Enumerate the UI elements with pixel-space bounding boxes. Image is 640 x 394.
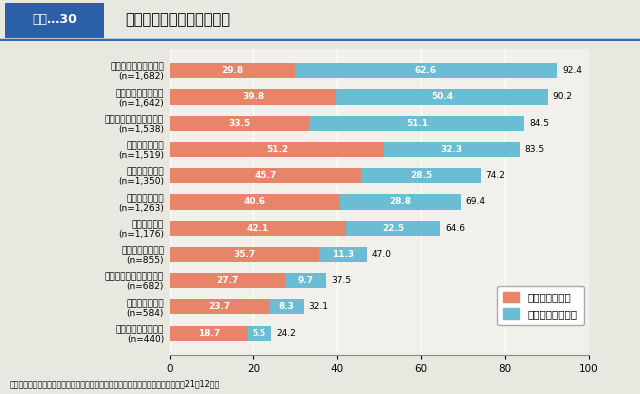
Bar: [340, 194, 461, 210]
Bar: [5, 3, 104, 38]
Bar: [361, 168, 481, 183]
Text: 37.5: 37.5: [332, 276, 351, 285]
Bar: [294, 63, 557, 78]
Bar: [285, 273, 326, 288]
Text: 90.2: 90.2: [553, 93, 573, 102]
Text: 51.2: 51.2: [266, 145, 288, 154]
Bar: [170, 221, 346, 236]
Text: 18.7: 18.7: [198, 329, 220, 338]
Bar: [346, 221, 440, 236]
Bar: [170, 115, 310, 131]
Text: 69.4: 69.4: [465, 197, 486, 206]
Text: 27.7: 27.7: [216, 276, 239, 285]
Text: 9.7: 9.7: [298, 276, 314, 285]
Bar: [170, 194, 340, 210]
Bar: [170, 325, 248, 341]
Text: 22.5: 22.5: [382, 224, 404, 233]
Bar: [170, 273, 285, 288]
Text: 23.7: 23.7: [208, 302, 230, 311]
Text: 51.1: 51.1: [406, 119, 428, 128]
Text: 32.1: 32.1: [308, 302, 329, 311]
Bar: [170, 63, 294, 78]
Text: 42.1: 42.1: [246, 224, 269, 233]
Text: 45.7: 45.7: [254, 171, 276, 180]
Bar: [170, 168, 361, 183]
Bar: [269, 299, 304, 314]
Text: 11.3: 11.3: [332, 250, 354, 259]
Text: 50.4: 50.4: [431, 93, 453, 102]
Text: 8.3: 8.3: [278, 302, 294, 311]
Text: 35.7: 35.7: [234, 250, 255, 259]
Bar: [337, 89, 548, 104]
Text: 5.5: 5.5: [253, 329, 266, 338]
Text: 74.2: 74.2: [486, 171, 506, 180]
Text: 食事のマナーに対する意識: 食事のマナーに対する意識: [125, 12, 230, 27]
Bar: [170, 247, 319, 262]
Text: 資料：内閣府「食事に関する習慣と規範意識に関するインターネット調査」（平成21年12月）: 資料：内閣府「食事に関する習慣と規範意識に関するインターネット調査」（平成21年…: [10, 379, 220, 388]
Legend: 少し不快である, とても不快である: 少し不快である, とても不快である: [497, 286, 584, 325]
Text: 28.5: 28.5: [410, 171, 432, 180]
Bar: [170, 142, 384, 157]
Bar: [170, 89, 337, 104]
Text: 64.6: 64.6: [445, 224, 465, 233]
Text: 47.0: 47.0: [372, 250, 392, 259]
Bar: [319, 247, 367, 262]
Text: 84.5: 84.5: [529, 119, 549, 128]
Text: 29.8: 29.8: [221, 66, 243, 75]
Text: 62.6: 62.6: [415, 66, 436, 75]
Text: 92.4: 92.4: [562, 66, 582, 75]
Text: 32.3: 32.3: [441, 145, 463, 154]
Bar: [384, 142, 520, 157]
Bar: [248, 325, 271, 341]
Text: 図表…30: 図表…30: [33, 13, 77, 26]
Text: 83.5: 83.5: [525, 145, 545, 154]
Text: 24.2: 24.2: [276, 329, 296, 338]
Bar: [170, 299, 269, 314]
Bar: [310, 115, 524, 131]
Text: 33.5: 33.5: [228, 119, 251, 128]
Text: 39.8: 39.8: [242, 93, 264, 102]
Text: 28.8: 28.8: [389, 197, 412, 206]
Text: 40.6: 40.6: [244, 197, 266, 206]
